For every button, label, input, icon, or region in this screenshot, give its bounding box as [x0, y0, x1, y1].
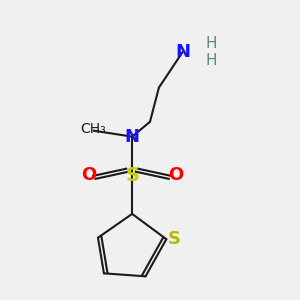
Text: N: N	[125, 128, 140, 146]
Text: O: O	[81, 166, 97, 184]
Text: H: H	[205, 53, 217, 68]
Text: O: O	[168, 166, 183, 184]
Text: S: S	[125, 166, 139, 185]
Text: CH₃: CH₃	[81, 122, 106, 136]
Text: H: H	[205, 35, 217, 50]
Text: N: N	[175, 43, 190, 61]
Text: S: S	[167, 230, 180, 248]
